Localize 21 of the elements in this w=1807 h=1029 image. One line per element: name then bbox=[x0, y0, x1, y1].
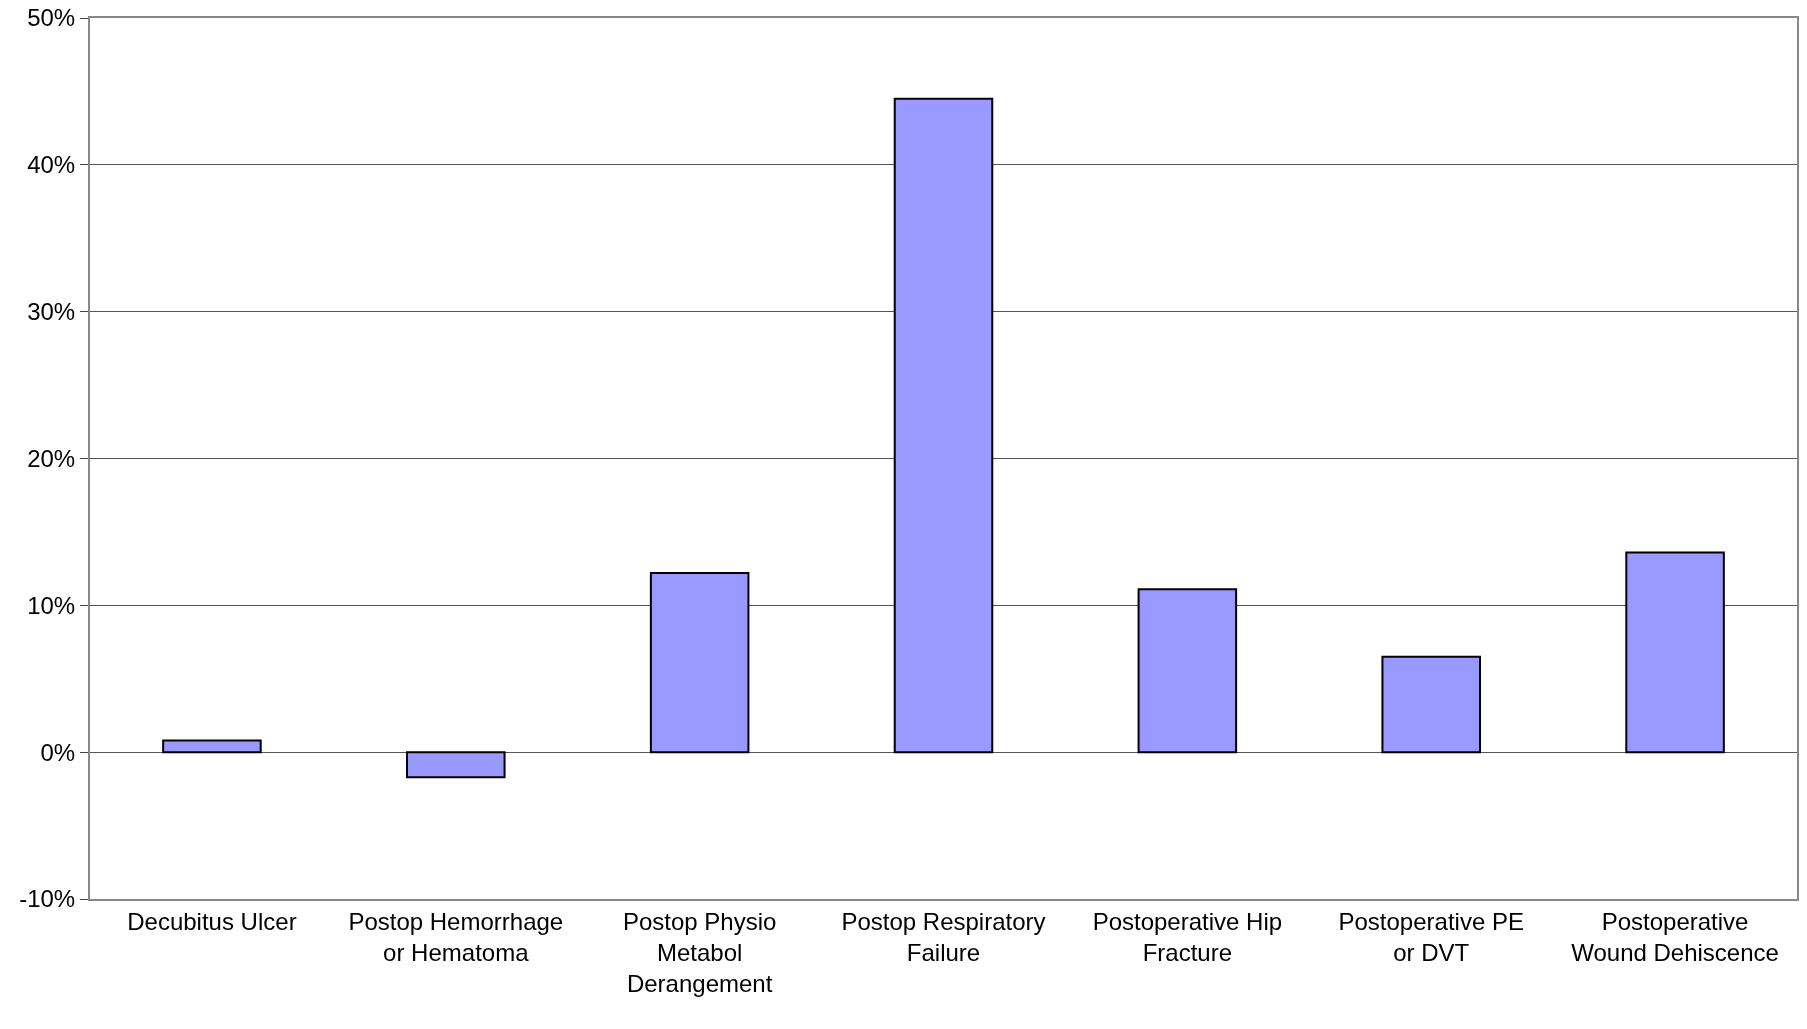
x-tick-label: Decubitus Ulcer bbox=[127, 907, 297, 935]
x-tick-label: Postop Respiratory Failure bbox=[841, 907, 1046, 966]
y-tick-label: 20% bbox=[27, 444, 76, 472]
bar bbox=[649, 572, 750, 754]
bar bbox=[406, 751, 506, 779]
y-tick-label: 0% bbox=[40, 738, 76, 766]
y-tick-label: 30% bbox=[27, 298, 76, 326]
bar bbox=[1137, 588, 1238, 754]
bar bbox=[893, 97, 994, 754]
bar bbox=[1625, 551, 1725, 754]
x-tick-label: Postoperative PE or DVT bbox=[1338, 907, 1524, 966]
bar bbox=[162, 739, 262, 754]
y-tick-label: 40% bbox=[27, 151, 76, 179]
y-tick-label: 50% bbox=[27, 4, 76, 32]
y-tick-label: 10% bbox=[27, 591, 76, 619]
x-tick-label: Postoperative Hip Fracture bbox=[1092, 907, 1283, 966]
x-tick-label: Postop Physio Metabol Derangement bbox=[622, 907, 777, 998]
x-tick-label: Postoperative Wound Dehiscence bbox=[1571, 907, 1779, 966]
bar bbox=[1381, 655, 1481, 754]
y-tick-label: -10% bbox=[19, 885, 76, 913]
x-tick-label: Postop Hemorrhage or Hematoma bbox=[348, 907, 564, 966]
